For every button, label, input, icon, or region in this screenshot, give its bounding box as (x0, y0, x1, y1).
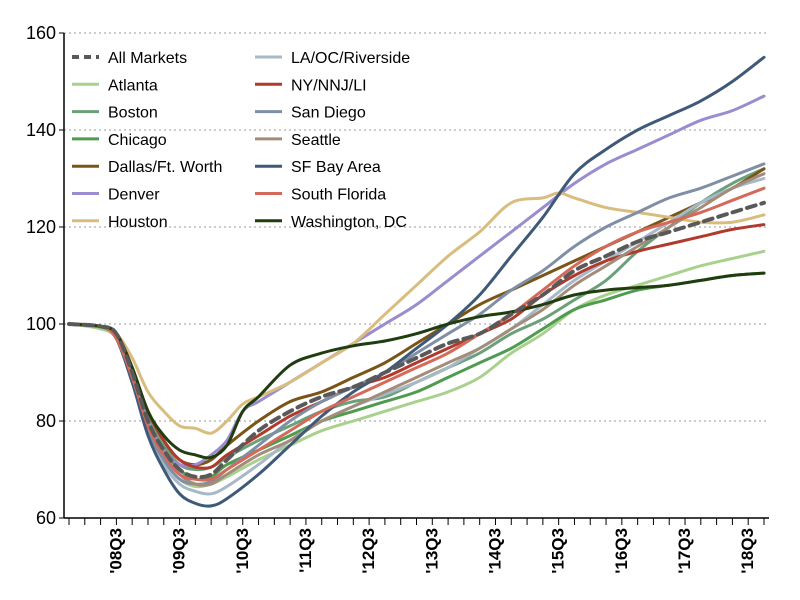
y-tick-label: 140 (26, 120, 56, 140)
y-tick-label: 120 (26, 217, 56, 237)
x-tick-label: '08Q3 (106, 528, 125, 574)
legend-label-san-diego: San Diego (291, 105, 366, 122)
series-lines (67, 55, 766, 508)
y-axis-ticks: 60 80 100 120 140 160 (26, 23, 64, 528)
y-tick-label: 100 (26, 314, 56, 334)
x-tick-label: '13Q3 (422, 528, 441, 574)
legend-label-ny-nnj-li: NY/NNJ/LI (291, 77, 367, 94)
series-line-south-florida (67, 186, 766, 482)
x-tick-label: '18Q3 (738, 528, 757, 574)
y-tick-label: 160 (26, 23, 56, 43)
legend-label-houston: Houston (108, 214, 168, 231)
x-tick-label: '09Q3 (170, 528, 189, 574)
legend-label-chicago: Chicago (108, 132, 167, 149)
legend-label-atlanta: Atlanta (108, 77, 158, 94)
x-tick-label: '15Q3 (549, 528, 568, 574)
x-tick-label: '14Q3 (485, 528, 504, 574)
legend-label-south-florida: South Florida (291, 187, 386, 204)
series-line-sf-bay-area (67, 55, 766, 508)
legend-label-dallas-ft-worth: Dallas/Ft. Worth (108, 159, 222, 176)
series-line-boston (67, 167, 766, 472)
x-tick-label: '17Q3 (675, 528, 694, 574)
legend-label-denver: Denver (108, 187, 160, 204)
legend-label-washington-dc: Washington, DC (291, 214, 407, 231)
series-line-houston (67, 191, 766, 435)
x-axis-ticks: '08Q3 '09Q3 '10Q3 '11Q3 '12Q3 '13Q3 '14Q3 '15Q3… (68, 518, 765, 574)
series-line-all-markets (67, 200, 766, 480)
legend-label-all-markets: All Markets (108, 50, 187, 67)
axes (63, 33, 769, 519)
series-line-washington-dc (67, 271, 766, 460)
y-tick-label: 60 (36, 508, 56, 528)
legend-label-la-oc-riverside: LA/OC/Riverside (291, 50, 410, 67)
x-tick-label: '12Q3 (359, 528, 378, 574)
x-tick-label: '10Q3 (233, 528, 252, 574)
legend-label-boston: Boston (108, 105, 158, 122)
x-tick-label: '16Q3 (612, 528, 631, 574)
series-line-denver (67, 94, 766, 468)
x-tick-label: '11Q3 (296, 528, 315, 573)
y-tick-label: 80 (36, 411, 56, 431)
legend-label-seattle: Seattle (291, 132, 341, 149)
legend: All Markets Atlanta Boston Chicago Dallas/Ft… (72, 50, 410, 231)
legend-label-sf-bay-area: SF Bay Area (291, 159, 381, 176)
